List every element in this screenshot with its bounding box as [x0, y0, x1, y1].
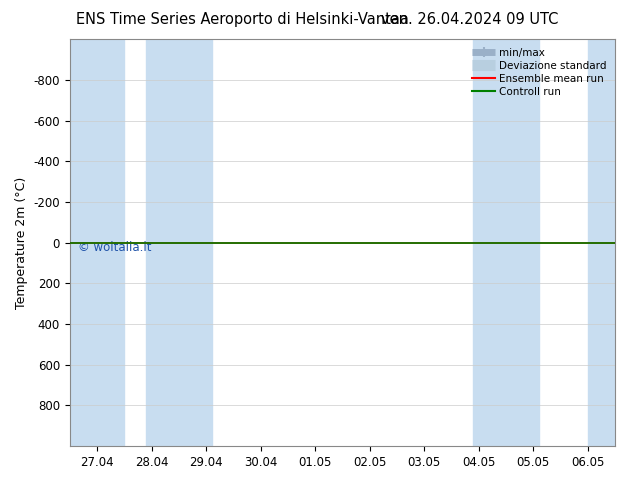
- Y-axis label: Temperature 2m (°C): Temperature 2m (°C): [15, 176, 28, 309]
- Text: ENS Time Series Aeroporto di Helsinki-Vantaa: ENS Time Series Aeroporto di Helsinki-Va…: [76, 12, 409, 27]
- Bar: [146, 39, 212, 446]
- Bar: [473, 39, 539, 446]
- Text: © woitalia.it: © woitalia.it: [78, 241, 152, 253]
- Bar: [70, 39, 124, 446]
- Text: ven. 26.04.2024 09 UTC: ven. 26.04.2024 09 UTC: [380, 12, 558, 27]
- Bar: [588, 39, 615, 446]
- Legend: min/max, Deviazione standard, Ensemble mean run, Controll run: min/max, Deviazione standard, Ensemble m…: [469, 45, 610, 100]
